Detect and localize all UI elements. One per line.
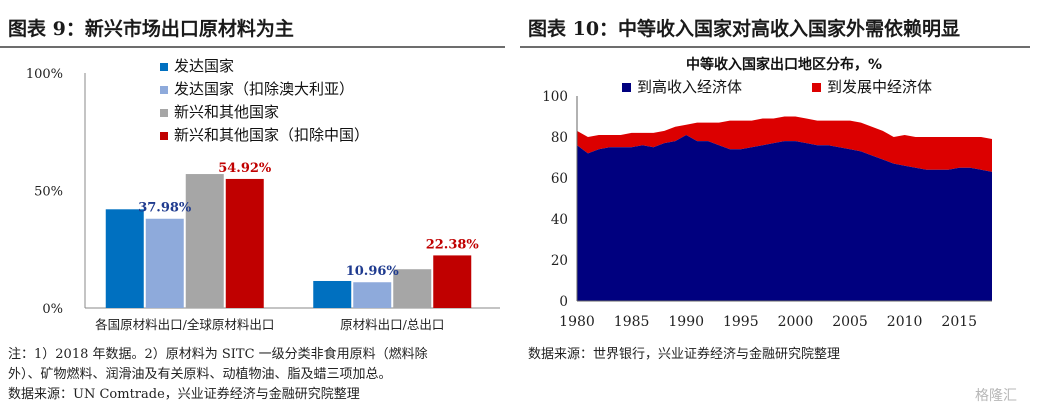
legend-swatch — [160, 86, 168, 94]
legend-swatch — [622, 83, 631, 92]
bar — [313, 280, 352, 308]
left-note-line-1: 注：1）2018 年数据。2）原材料为 SITC 一级分类非食用原料（燃料除 — [8, 347, 428, 362]
x-category-label: 原材料出口/总出口 — [340, 317, 444, 332]
x-category-label: 各国原材料出口/全球原材料出口 — [95, 317, 274, 332]
y-tick-label: 100% — [26, 67, 63, 82]
bar — [185, 174, 224, 308]
watermark-logo: 格隆汇 — [975, 388, 1017, 404]
x-tick-label: 1980 — [559, 314, 595, 330]
bar-data-label: 54.92% — [218, 161, 272, 176]
legend-swatch — [812, 83, 821, 92]
materials-bar-chart: 0% 50% 100% 各国原材料出口/全球原材料出口 原材料出口/总出口 37.98% 5… — [26, 57, 500, 332]
bar-data-label: 10.96% — [346, 264, 400, 279]
legend-label: 到发展中经济体 — [827, 78, 932, 96]
legend-swatch — [160, 109, 168, 117]
bar — [225, 178, 264, 308]
x-tick-label: 1985 — [614, 314, 650, 330]
left-panel-title: 图表 9：新兴市场出口原材料为主 — [8, 18, 294, 40]
y-tick-label: 100 — [542, 89, 568, 105]
legend-label: 新兴和其他国家（扣除中国） — [174, 126, 369, 144]
bar-data-label: 22.38% — [426, 237, 480, 252]
x-tick-label: 2005 — [832, 314, 868, 330]
y-tick-label: 50% — [34, 185, 63, 200]
area-series-high-income — [577, 134, 992, 301]
y-tick-label: 20 — [551, 253, 568, 269]
bar — [393, 269, 432, 308]
x-tick-label: 1990 — [668, 314, 704, 330]
y-tick-label: 0% — [42, 302, 63, 317]
legend-label: 发达国家 — [174, 57, 234, 75]
left-title-rule — [0, 46, 505, 48]
x-tick-label: 1995 — [723, 314, 759, 330]
left-notes: 注：1）2018 年数据。2）原材料为 SITC 一级分类非食用原料（燃料除 外… — [8, 345, 503, 405]
right-title-rule — [520, 46, 1030, 48]
bar-data-label: 37.98% — [138, 201, 192, 216]
bar — [353, 282, 392, 308]
area-series-developing — [577, 116, 992, 172]
y-tick-label: 0 — [559, 294, 568, 310]
y-tick-label: 80 — [551, 130, 568, 146]
x-tick-label: 2015 — [941, 314, 977, 330]
right-panel-title: 图表 10：中等收入国家对高收入国家外需依赖明显 — [528, 18, 961, 40]
bar — [433, 255, 472, 308]
bar — [145, 218, 184, 308]
left-note-line-2: 外）、矿物燃料、润滑油及有关原料、动植物油、脂及蜡三项加总。 — [8, 367, 392, 382]
bar — [105, 209, 144, 308]
right-source: 数据来源：世界银行，兴业证券经济与金融研究院整理 — [528, 347, 841, 362]
left-source: 数据来源：UN Comtrade，兴业证券经济与金融研究院整理 — [8, 387, 360, 402]
y-tick-label: 40 — [551, 212, 568, 228]
legend-label: 发达国家（扣除澳大利亚） — [174, 80, 354, 98]
y-tick-label: 60 — [551, 171, 568, 187]
legend-swatch — [160, 132, 168, 140]
x-tick-label: 2000 — [778, 314, 814, 330]
chart-title: 中等收入国家出口地区分布，% — [686, 56, 882, 73]
x-tick-label: 2010 — [887, 314, 923, 330]
legend-label: 到高收入经济体 — [637, 78, 742, 96]
legend-swatch — [160, 63, 168, 71]
export-area-chart: 0 20 40 60 80 100 1980 1985 1990 1995 2000 2005 2010… — [542, 56, 992, 330]
legend-label: 新兴和其他国家 — [174, 103, 279, 121]
